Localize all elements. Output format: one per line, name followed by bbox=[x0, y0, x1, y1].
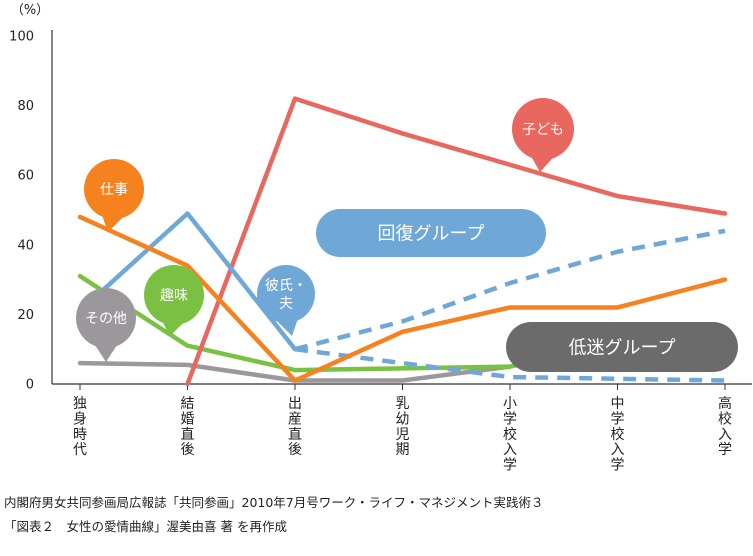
callout-label: 子ども bbox=[522, 122, 564, 138]
axes: （%） 0 20 40 60 80 100 独身時代 結婚直後 出産直後 乳幼児期 小学校入学 中学校入… bbox=[9, 3, 752, 474]
y-tick-label: 20 bbox=[17, 308, 34, 323]
y-tick-label: 100 bbox=[9, 30, 34, 45]
y-axis-unit-label: （%） bbox=[11, 3, 49, 18]
callout-label: その他 bbox=[85, 311, 127, 327]
callout-bubble bbox=[257, 265, 315, 323]
series-line-4 bbox=[294, 228, 726, 352]
source-line-1: 内閣府男女共同参画局広報誌「共同参画」2010年7月号ワーク・ライフ・マネジメン… bbox=[4, 495, 544, 510]
x-category-label: 高校入学 bbox=[718, 395, 732, 458]
group-pill bbox=[506, 322, 738, 372]
series-line-5 bbox=[294, 346, 726, 383]
y-tick-label: 80 bbox=[17, 99, 34, 114]
y-tick-label: 60 bbox=[17, 169, 34, 184]
x-category-label: 出産直後 bbox=[288, 396, 302, 458]
callout-bubble bbox=[84, 159, 144, 219]
group-pill-label: 低迷グループ bbox=[569, 338, 676, 359]
x-category-label: 結婚直後 bbox=[181, 396, 195, 458]
group-pill-label: 回復グループ bbox=[378, 224, 485, 245]
callout-bubble bbox=[512, 98, 574, 160]
love-curve-chart: （%） 0 20 40 60 80 100 独身時代 結婚直後 出産直後 乳幼児期 小学校入学 中学校入… bbox=[9, 3, 752, 474]
series-line-7 bbox=[77, 360, 513, 383]
x-category-label: 中学校入学 bbox=[611, 396, 625, 474]
y-tick-label: 0 bbox=[26, 378, 34, 393]
x-category-label: 乳幼児期 bbox=[396, 396, 410, 458]
callout-bubble bbox=[144, 265, 204, 325]
x-category-label: 小学校入学 bbox=[503, 396, 517, 474]
source-line-2: 「図表２ 女性の愛情曲線」渥美由喜 著 を再作成 bbox=[4, 519, 287, 534]
callout-bubble bbox=[76, 288, 136, 348]
callout-label: 仕事 bbox=[100, 182, 128, 198]
y-tick-label: 40 bbox=[17, 238, 34, 253]
callout-pointer bbox=[93, 342, 119, 362]
x-category-label: 独身時代 bbox=[73, 396, 87, 458]
series-line-2 bbox=[77, 214, 728, 383]
callout-label: 趣味 bbox=[160, 288, 188, 304]
series-line-1 bbox=[185, 96, 728, 387]
callout-label: 彼氏・夫 bbox=[265, 278, 307, 312]
group-pill bbox=[316, 209, 546, 257]
